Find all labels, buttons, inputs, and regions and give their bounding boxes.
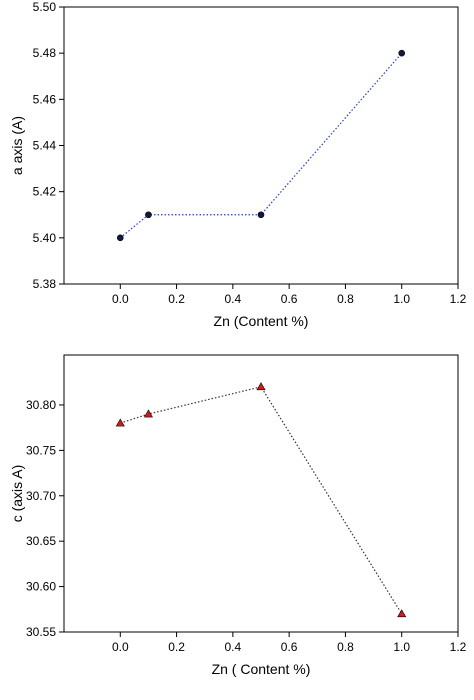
marker [256,382,266,391]
y-tick-label: 5.40 [33,231,57,245]
plot-frame [63,354,459,633]
y-tick-label: 30.70 [26,489,56,503]
y-tick-label: 30.75 [26,443,56,457]
y-tick-label: 5.44 [33,139,57,153]
data-line [119,52,403,239]
y-tick-label: 5.38 [33,277,57,291]
marker [398,49,406,57]
marker [145,211,152,219]
marker [257,211,265,219]
y-axis-label: c (axis A) [9,465,25,523]
x-tick-label: 0.8 [337,640,354,654]
y-tick-label: 5.48 [33,46,57,60]
y-tick-label: 5.46 [33,92,57,106]
x-tick-label: 0.6 [281,292,298,306]
y-tick-label: 30.55 [26,625,56,639]
x-tick-label: 0.0 [112,292,129,306]
x-tick-label: 1.0 [393,640,410,654]
y-tick-label: 5.50 [33,0,57,14]
x-tick-label: 0.0 [112,640,129,654]
x-tick-label: 0.2 [168,640,185,654]
marker [116,234,124,242]
x-tick-label: 1.2 [450,640,467,654]
marker [115,418,125,427]
y-tick-label: 30.60 [26,580,56,594]
x-tick-label: 0.2 [168,292,185,306]
y-tick-label: 5.42 [33,185,57,199]
x-tick-label: 0.6 [281,640,298,654]
x-tick-label: 0.8 [337,292,354,306]
data-line [120,386,403,615]
y-tick-label: 30.80 [26,398,56,412]
x-axis-label: Zn ( Content %) [212,661,311,677]
x-tick-label: 0.4 [225,640,242,654]
x-tick-label: 0.4 [225,292,242,306]
y-tick-label: 30.65 [26,534,56,548]
marker [143,409,153,418]
x-axis-label: Zn (Content %) [214,313,309,329]
plot-frame [63,6,459,285]
x-tick-label: 1.2 [450,292,467,306]
y-axis-label: a axis (A) [9,116,25,175]
marker [397,609,407,618]
x-tick-label: 1.0 [393,292,410,306]
